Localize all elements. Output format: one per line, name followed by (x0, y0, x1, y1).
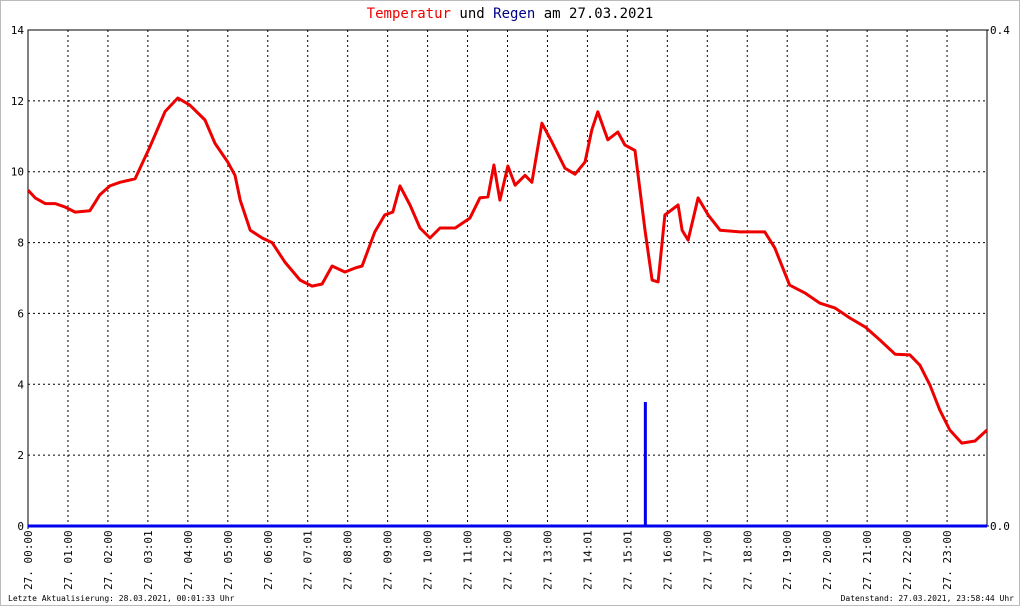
title-part: Temperatur (367, 6, 451, 22)
y-tick-label: 14 (11, 24, 25, 37)
x-tick-label: 27. 10:00 (422, 530, 435, 590)
footer-left: Letzte Aktualisierung: 28.03.2021, 00:01… (8, 594, 235, 603)
y-tick-label: 4 (17, 378, 24, 391)
y-tick-label: 8 (17, 237, 24, 250)
y-tick-label: 10 (11, 166, 24, 179)
x-tick-label: 27. 12:00 (502, 530, 515, 590)
x-tick-label: 27. 18:00 (741, 530, 754, 590)
x-tick-label: 27. 16:00 (661, 530, 674, 590)
x-tick-label: 27. 01:00 (62, 530, 75, 590)
x-tick-label: 27. 19:00 (781, 530, 794, 590)
title-part: Regen (493, 6, 535, 22)
x-tick-label: 27. 20:00 (821, 530, 834, 590)
y-tick-label: 2 (17, 449, 24, 462)
x-tick-label: 27. 08:00 (342, 530, 355, 590)
x-tick-label: 27. 03:01 (142, 530, 155, 590)
rain-bar (643, 402, 647, 526)
x-tick-label: 27. 22:00 (901, 530, 914, 590)
chart-title: Temperatur und Regen am 27.03.2021 (367, 6, 654, 22)
x-tick-label: 27. 11:00 (462, 530, 475, 590)
temperature-line (26, 96, 989, 445)
x-tick-label: 27. 23:00 (941, 530, 954, 590)
y2-tick-label: 0.4 (990, 24, 1010, 37)
footer-right: Datenstand: 27.03.2021, 23:58:44 Uhr (841, 594, 1015, 603)
x-tick-label: 27. 09:00 (382, 530, 395, 590)
x-tick-label: 27. 04:00 (182, 530, 195, 590)
x-tick-label: 27. 17:00 (701, 530, 714, 590)
y-tick-label: 0 (17, 520, 24, 533)
y-tick-label: 12 (11, 95, 24, 108)
x-tick-label: 27. 21:00 (861, 530, 874, 590)
x-tick-label: 27. 02:00 (102, 530, 115, 590)
x-tick-label: 27. 07:01 (302, 530, 315, 590)
x-tick-label: 27. 13:00 (541, 530, 554, 590)
x-tick-label: 27. 06:00 (262, 530, 275, 590)
x-tick-label: 27. 05:00 (222, 530, 235, 590)
y-tick-label: 6 (17, 307, 24, 320)
title-part: am 27.03.2021 (544, 6, 654, 22)
x-tick-label: 27. 15:01 (621, 530, 634, 590)
x-tick-label: 27. 14:01 (581, 530, 594, 590)
title-part: und (459, 6, 484, 22)
y2-tick-label: 0.0 (990, 520, 1010, 533)
x-tick-label: 27. 00:00 (22, 530, 35, 590)
